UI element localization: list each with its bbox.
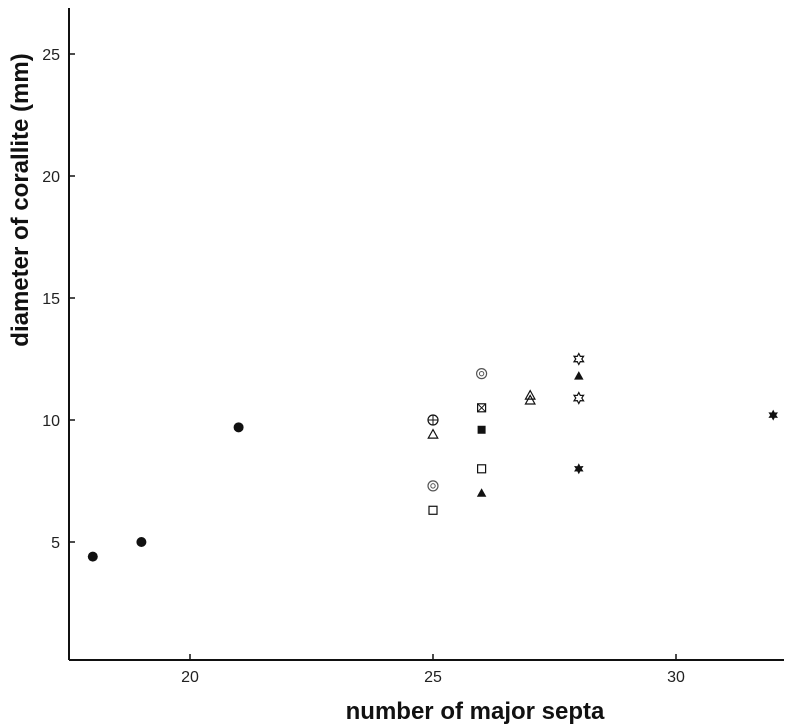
data-point-double-circle	[476, 368, 488, 380]
data-point-open-square	[477, 464, 487, 474]
y-tick-label: 25	[42, 47, 60, 64]
y-axis-label: diameter of corallite (mm)	[7, 53, 34, 346]
data-point-open-square	[428, 505, 438, 515]
y-tick-label: 10	[42, 413, 60, 430]
data-point-filled-circle	[233, 422, 244, 433]
data-point-filled-circle	[136, 537, 147, 547]
data-point-double-circle	[427, 480, 439, 492]
data-point-filled-triangle	[476, 488, 487, 497]
x-axis-label: number of major septa	[346, 698, 605, 725]
data-point-filled-square	[477, 425, 486, 434]
data-point-filled-star	[574, 463, 584, 475]
x-tick-label: 25	[424, 669, 442, 686]
data-point-open-triangle	[524, 394, 536, 405]
data-points	[87, 352, 778, 562]
y-tick-label: 5	[51, 535, 60, 552]
axis-ticks: 2025303540510152025	[42, 47, 685, 686]
data-point-crossed-circle	[427, 414, 439, 426]
x-tick-label: 30	[667, 669, 685, 686]
data-point-open-triangle	[524, 389, 536, 400]
data-point-filled-triangle	[574, 371, 584, 380]
plot-area: 2025303540510152025	[42, 8, 784, 686]
y-tick-label: 20	[42, 169, 60, 186]
data-point-crossed-square	[477, 403, 487, 413]
y-tick-label: 15	[42, 291, 60, 308]
data-point-filled-circle	[87, 551, 98, 562]
data-point-open-star	[572, 391, 585, 405]
data-point-open-star	[572, 352, 585, 366]
x-tick-label: 20	[181, 669, 199, 686]
data-point-open-triangle	[427, 428, 439, 439]
data-point-filled-star	[768, 409, 778, 421]
